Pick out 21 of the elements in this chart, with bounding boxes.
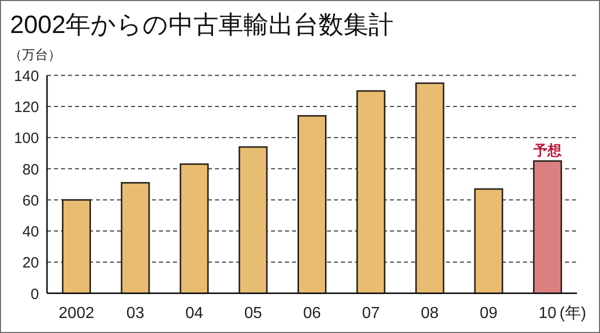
ylabel: （万台） (9, 47, 61, 62)
xtick: 04 (185, 305, 204, 322)
ytick: 40 (22, 224, 39, 241)
ytick: 20 (22, 254, 39, 272)
xtick: 10 (538, 305, 556, 322)
xlabel: (年) (560, 305, 586, 322)
xtick: 03 (126, 305, 144, 322)
ytick: 80 (22, 161, 39, 178)
ytick: 120 (14, 99, 39, 116)
ytick: 0 (30, 286, 39, 303)
title: 2002年からの中古車輸出台数集計 (10, 11, 394, 39)
xtick: 07 (362, 305, 380, 322)
ytick: 60 (22, 192, 39, 210)
ytick: 140 (14, 68, 39, 85)
xtick: 09 (480, 305, 498, 322)
xtick: 06 (303, 305, 321, 322)
xtick: 08 (420, 305, 439, 322)
ytick: 100 (14, 130, 39, 148)
xtick: 05 (244, 305, 262, 322)
annotation: 予想 (534, 142, 562, 158)
xtick: 2002 (58, 305, 94, 322)
